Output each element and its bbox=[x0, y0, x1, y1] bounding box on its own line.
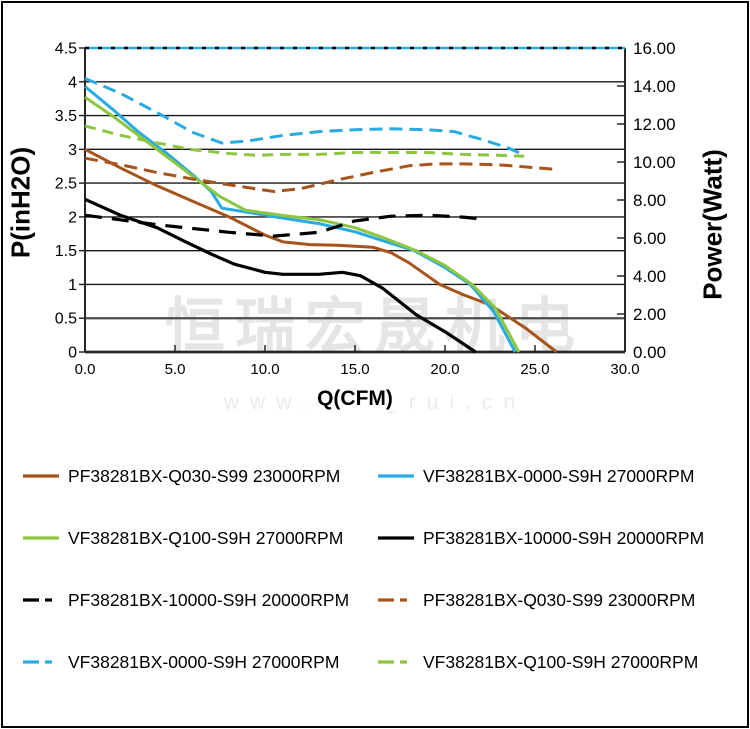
y-axis-title-right: Power(Watt) bbox=[697, 149, 728, 300]
y-left-tick-label: 4 bbox=[68, 74, 77, 91]
legend-label: PF38281BX-10000-S9H 20000RPM bbox=[423, 528, 705, 548]
legend-item: PF38281BX-Q030-S99 23000RPM bbox=[22, 466, 340, 486]
pq-power-chart: 4.543.532.521.510.5016.0014.0012.0010.00… bbox=[55, 39, 676, 378]
curve-pf38281bx-10000-s9h-20000rpm-pq bbox=[84, 197, 477, 354]
legend-swatch-solid-line bbox=[378, 536, 414, 540]
legend-item: PF38281BX-10000-S9H 20000RPM bbox=[377, 528, 704, 548]
y-right-tick-label: 16.00 bbox=[633, 39, 676, 58]
y-left-tick-label: 1.5 bbox=[55, 243, 77, 260]
legend-label: VF38281BX-Q100-S9H 27000RPM bbox=[423, 652, 699, 672]
legend-item: VF38281BX-Q100-S9H 27000RPM bbox=[377, 652, 698, 672]
y-left-tick-label: 2.5 bbox=[55, 176, 77, 193]
y-right-tick-label: 10.00 bbox=[633, 153, 676, 172]
x-tick-label: 15.0 bbox=[340, 361, 369, 378]
y-left-tick-label: 2 bbox=[68, 209, 77, 226]
curve-pf38281bx-q030-s99-23000rpm-power bbox=[84, 156, 559, 193]
y-right-tick-label: 4.00 bbox=[633, 267, 666, 286]
y-left-tick-label: 0 bbox=[68, 345, 77, 362]
x-tick-label: 25.0 bbox=[520, 361, 549, 378]
legend-item: VF38281BX-0000-S9H 27000RPM bbox=[22, 652, 339, 672]
legend-swatch-dashed-line bbox=[378, 660, 414, 664]
x-tick-label: 30.0 bbox=[610, 361, 639, 378]
legend-label: VF38281BX-0000-S9H 27000RPM bbox=[68, 652, 340, 672]
legend-swatch-dashed-line bbox=[23, 598, 59, 602]
y-left-tick-label: 3.5 bbox=[55, 108, 77, 125]
curve-vf38281bx-q100-s9h-27000rpm-power bbox=[84, 124, 525, 158]
y-left-tick-label: 0.5 bbox=[55, 311, 77, 328]
y-right-tick-label: 6.00 bbox=[633, 229, 666, 248]
legend-item: PF38281BX-10000-S9H 20000RPM bbox=[22, 590, 349, 610]
x-tick-label: 10.0 bbox=[250, 361, 279, 378]
x-axis-title: Q(CFM) bbox=[255, 387, 455, 411]
legend-label: PF38281BX-Q030-S99 23000RPM bbox=[68, 466, 341, 486]
y-right-tick-label: 8.00 bbox=[633, 191, 666, 210]
legend-label: VF38281BX-Q100-S9H 27000RPM bbox=[68, 528, 344, 548]
y-right-tick-label: 12.00 bbox=[633, 115, 676, 134]
legend-swatch-dashed-line bbox=[378, 598, 414, 602]
y-left-tick-label: 4.5 bbox=[55, 41, 77, 58]
y-axis-title-left: P(inH2O) bbox=[5, 146, 36, 259]
legend-item: PF38281BX-Q030-S99 23000RPM bbox=[377, 590, 695, 610]
legend-item: VF38281BX-0000-S9H 27000RPM bbox=[377, 466, 694, 486]
curve-vf38281bx-0000-s9h-27000rpm-pq bbox=[84, 85, 517, 353]
y-right-tick-label: 14.00 bbox=[633, 77, 676, 96]
legend-swatch-dashed-line bbox=[23, 660, 59, 664]
legend-label: VF38281BX-0000-S9H 27000RPM bbox=[423, 466, 695, 486]
curve-vf38281bx-q100-s9h-27000rpm-pq bbox=[84, 96, 521, 353]
x-axis-title-text: Q(CFM) bbox=[312, 387, 398, 410]
legend-swatch-solid-line bbox=[378, 474, 414, 478]
x-tick-label: 5.0 bbox=[165, 361, 186, 378]
legend-swatch-solid-line bbox=[23, 474, 59, 478]
y-left-tick-label: 3 bbox=[68, 142, 77, 159]
legend: PF38281BX-Q030-S99 23000RPM VF38281BX-000… bbox=[0, 452, 750, 729]
curve-vf38281bx-0000-s9h-27000rpm-power bbox=[84, 77, 524, 156]
legend-label: PF38281BX-10000-S9H 20000RPM bbox=[68, 590, 350, 610]
curve-pf38281bx-10000-s9h-20000rpm-power bbox=[84, 213, 482, 238]
x-tick-label: 20.0 bbox=[430, 361, 459, 378]
y-right-tick-label: 0.00 bbox=[633, 343, 666, 362]
legend-swatch-solid-line bbox=[23, 536, 59, 540]
x-tick-label: 0.0 bbox=[75, 361, 96, 378]
curve-pf38281bx-q030-s99-23000rpm-pq bbox=[84, 147, 558, 354]
legend-item: VF38281BX-Q100-S9H 27000RPM bbox=[22, 528, 343, 548]
y-right-tick-label: 2.00 bbox=[633, 305, 666, 324]
legend-label: PF38281BX-Q030-S99 23000RPM bbox=[423, 590, 696, 610]
y-left-tick-label: 1 bbox=[68, 277, 77, 294]
